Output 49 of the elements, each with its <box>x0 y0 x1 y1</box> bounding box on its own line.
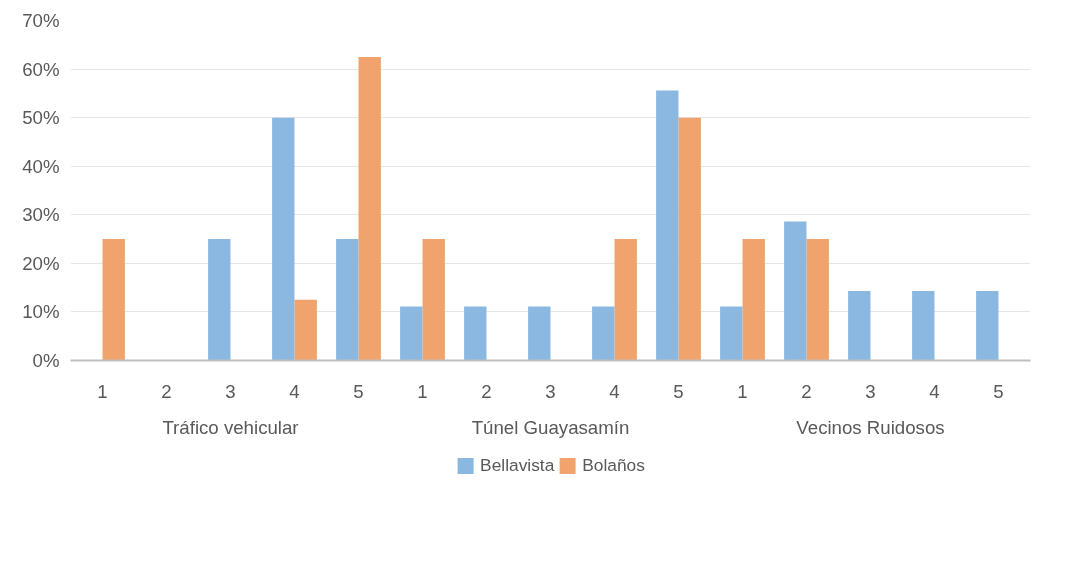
bar <box>272 117 295 361</box>
text: Vecinos Ruidosos <box>796 416 945 438</box>
x-tick-label: 4 <box>289 380 300 402</box>
legend-label: Bellavista <box>480 454 555 476</box>
x-tick-label: 1 <box>97 380 108 402</box>
text: Tráfico vehicular <box>162 416 299 438</box>
bar <box>208 239 231 361</box>
y-tick-label: 30% <box>22 204 60 226</box>
bar <box>400 306 423 361</box>
x-tick-label: 5 <box>673 380 684 402</box>
y-tick-label: 70% <box>22 10 60 31</box>
text: Túnel Guayasamín <box>471 416 630 438</box>
y-tick-label: 40% <box>22 155 60 177</box>
y-tick-label: 20% <box>22 252 60 274</box>
bar <box>102 239 125 361</box>
x-tick-label: 3 <box>865 380 876 402</box>
bar <box>678 117 701 361</box>
bar <box>592 306 615 361</box>
x-tick-label: 4 <box>609 380 620 402</box>
y-tick-label: 60% <box>22 58 60 80</box>
bar <box>742 239 765 361</box>
bar <box>784 221 807 361</box>
x-tick-label: 2 <box>161 380 172 402</box>
bar <box>528 306 551 361</box>
bar <box>848 291 871 361</box>
x-tick-label: 2 <box>801 380 812 402</box>
x-tick-label: 3 <box>225 380 236 402</box>
y-tick-label: 0% <box>32 350 60 371</box>
bar <box>464 306 487 361</box>
x-tick-label: 1 <box>737 380 748 402</box>
bar <box>336 239 359 361</box>
y-tick-label: 50% <box>22 107 60 129</box>
x-tick-label: 5 <box>993 380 1004 402</box>
x-tick-label: 5 <box>353 380 364 402</box>
bar <box>912 291 935 361</box>
x-tick-label: 2 <box>481 380 492 402</box>
legend-label: Bolaños <box>582 454 645 476</box>
bar <box>976 291 999 361</box>
bar <box>422 239 445 361</box>
x-tick-label: 3 <box>545 380 556 402</box>
bar <box>614 239 637 361</box>
bar <box>656 90 679 361</box>
x-tick-label: 4 <box>929 380 940 402</box>
bar <box>806 239 829 361</box>
x-tick-label: 1 <box>417 380 428 402</box>
bar <box>720 306 743 361</box>
bar <box>294 299 317 361</box>
y-tick-label: 10% <box>22 301 60 323</box>
bar <box>358 56 381 361</box>
